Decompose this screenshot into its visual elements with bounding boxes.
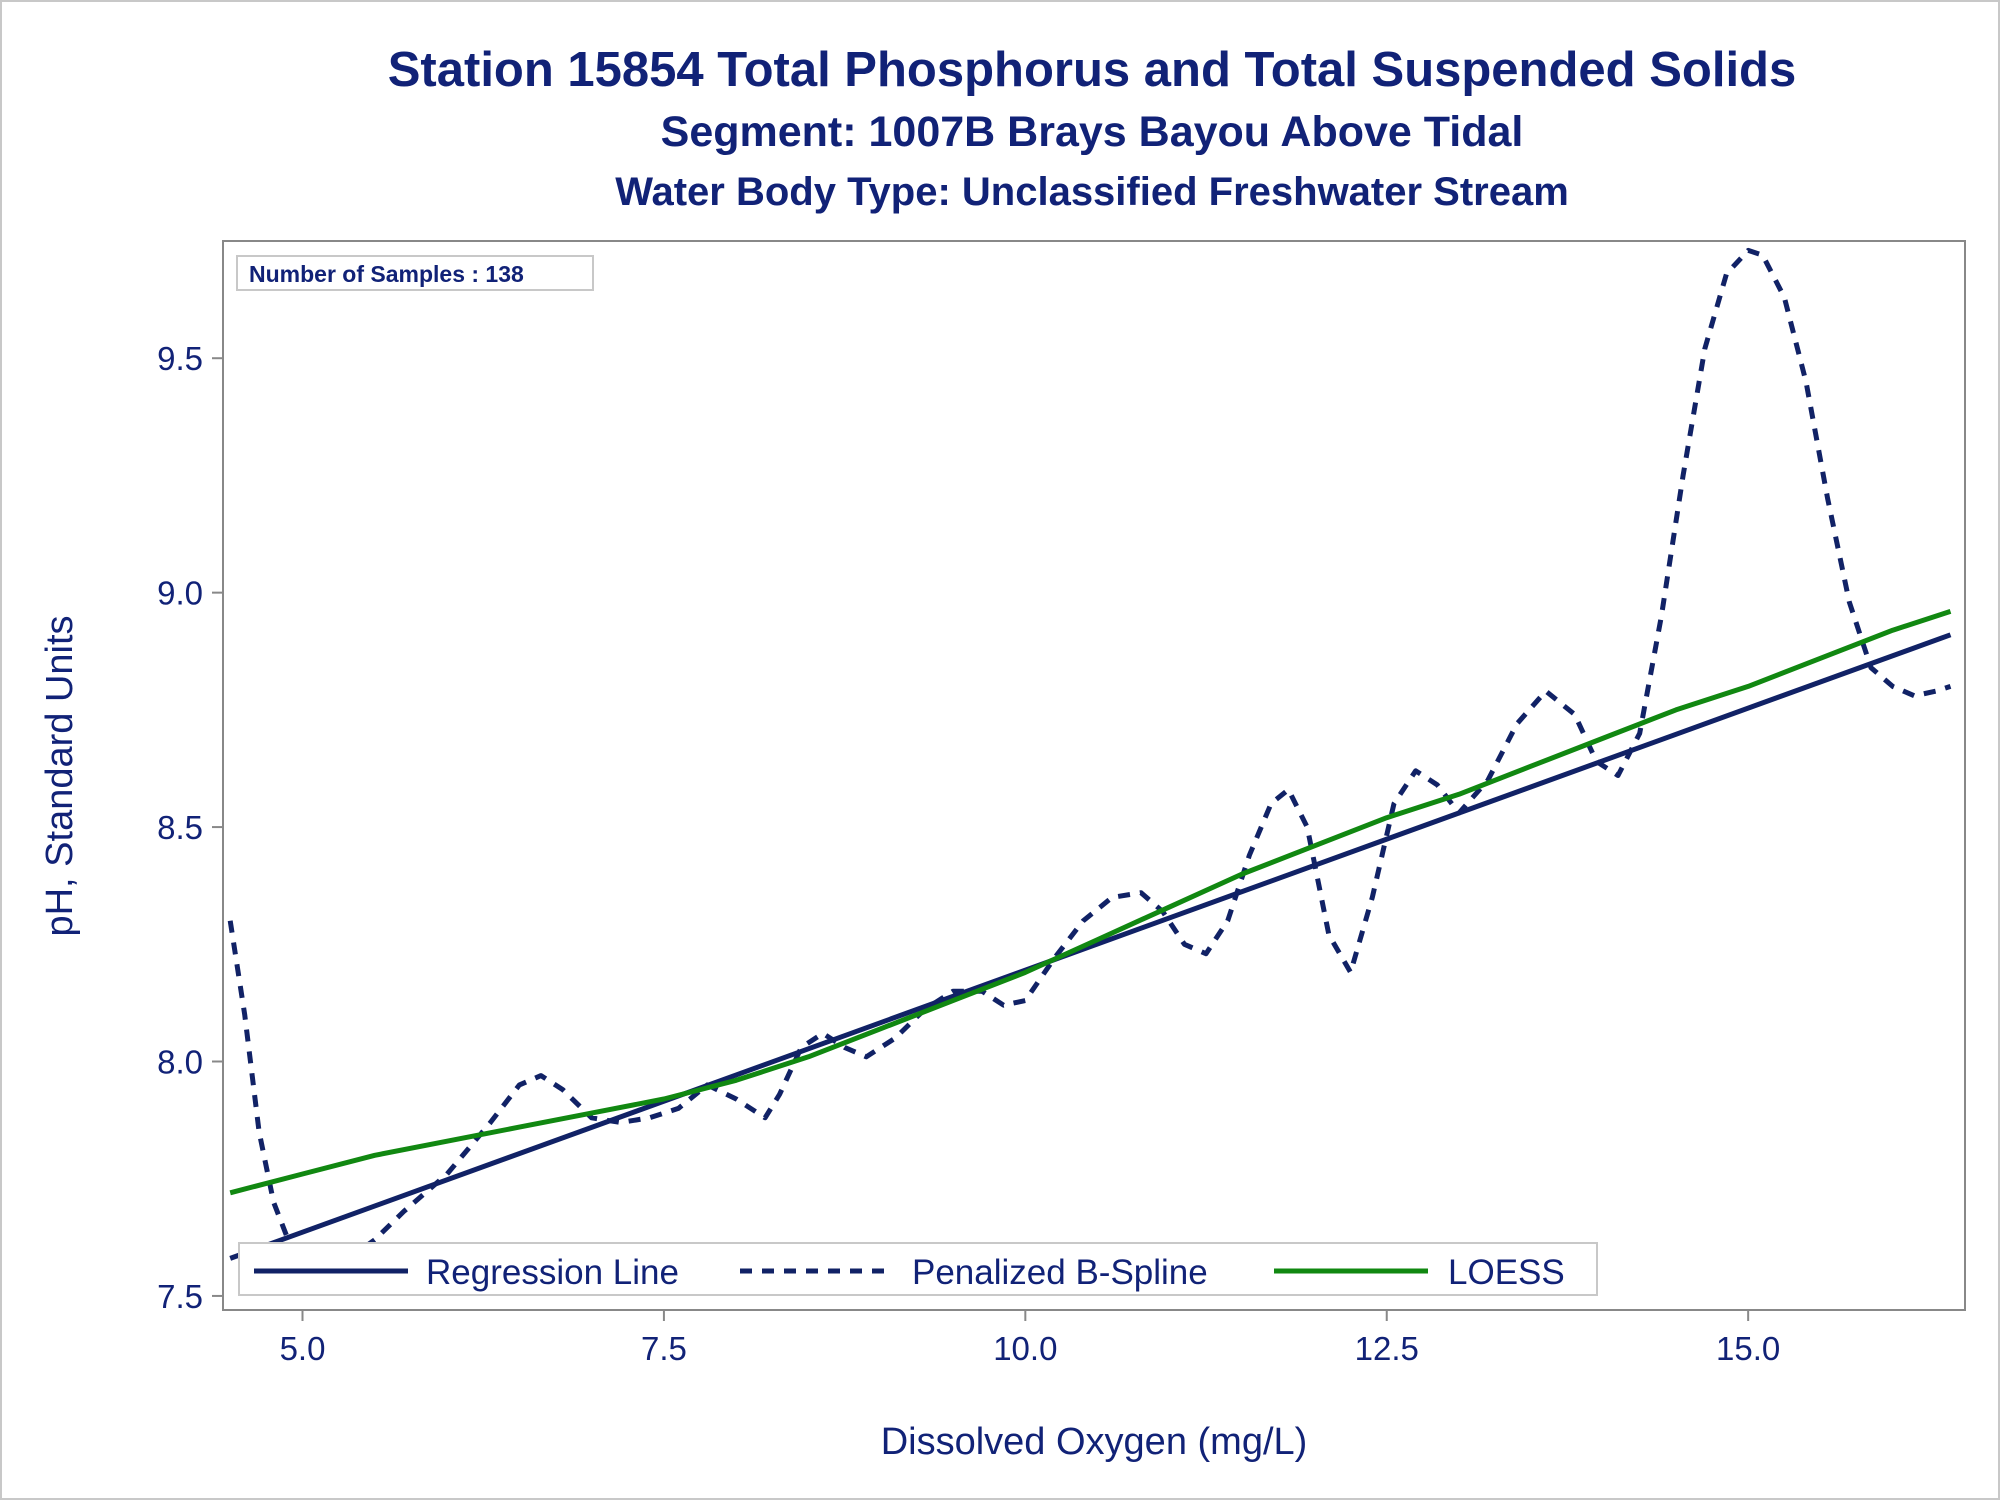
y-tick-label: 8.0 xyxy=(157,1044,203,1081)
y-tick-label: 7.5 xyxy=(157,1278,203,1315)
chart-title: Station 15854 Total Phosphorus and Total… xyxy=(387,43,1797,97)
x-tick-label: 12.5 xyxy=(1355,1330,1419,1367)
sample-count-label: Number of Samples : 138 xyxy=(249,261,524,287)
x-axis-label: Dissolved Oxygen (mg/L) xyxy=(881,1421,1308,1463)
y-tick-label: 9.5 xyxy=(157,340,203,377)
y-tick-label: 8.5 xyxy=(157,809,203,846)
regression-line xyxy=(229,632,1952,1261)
sample-count-border xyxy=(236,255,594,291)
plot-area-border xyxy=(222,240,1966,1311)
x-tick-label: 10.0 xyxy=(993,1330,1057,1367)
y-tick-label: 9.0 xyxy=(157,575,203,612)
legend: Regression Line Penalized B-Spline LOESS xyxy=(238,1242,1598,1296)
x-tick-label: 15.0 xyxy=(1716,1330,1780,1367)
axes-group: 5.0 7.5 10.0 12.5 15.0 7.5 8.0 8.5 9.0 9.5 xyxy=(157,340,1780,1367)
x-tick-label: 7.5 xyxy=(641,1330,687,1367)
legend-loess-label: LOESS xyxy=(1448,1253,1565,1292)
sample-count-box: Number of Samples : 138 xyxy=(236,255,594,291)
y-axis-label: pH, Standard Units xyxy=(39,615,81,936)
loess-line xyxy=(229,609,1952,1196)
legend-regression-label: Regression Line xyxy=(426,1253,679,1292)
chart-subtitle-water-body: Water Body Type: Unclassified Freshwater… xyxy=(615,170,1569,214)
x-tick-label: 5.0 xyxy=(280,1330,326,1367)
series-group xyxy=(227,247,1952,1268)
penalized-b-spline-line xyxy=(227,247,1952,1268)
legend-spline-label: Penalized B-Spline xyxy=(912,1253,1208,1292)
chart-subtitle-segment: Segment: 1007B Brays Bayou Above Tidal xyxy=(660,108,1524,156)
